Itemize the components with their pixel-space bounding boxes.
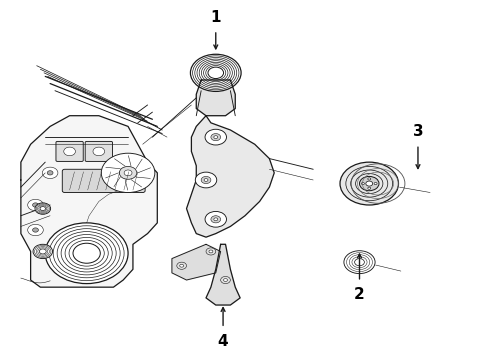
Circle shape bbox=[374, 183, 377, 185]
Circle shape bbox=[205, 211, 226, 227]
Circle shape bbox=[124, 170, 132, 176]
Circle shape bbox=[340, 162, 398, 205]
Text: 4: 4 bbox=[218, 334, 228, 348]
Circle shape bbox=[209, 250, 213, 253]
Circle shape bbox=[214, 218, 218, 221]
Circle shape bbox=[40, 207, 46, 211]
Circle shape bbox=[201, 176, 211, 184]
FancyBboxPatch shape bbox=[56, 141, 83, 161]
Circle shape bbox=[362, 183, 365, 185]
Circle shape bbox=[119, 166, 137, 179]
Circle shape bbox=[177, 262, 187, 269]
Circle shape bbox=[204, 179, 208, 181]
Circle shape bbox=[344, 251, 375, 274]
Circle shape bbox=[180, 264, 184, 267]
Circle shape bbox=[211, 216, 220, 223]
Circle shape bbox=[47, 171, 53, 175]
Polygon shape bbox=[196, 80, 235, 116]
Circle shape bbox=[45, 223, 128, 284]
Circle shape bbox=[220, 276, 230, 284]
Circle shape bbox=[28, 199, 43, 211]
Circle shape bbox=[355, 258, 365, 266]
Circle shape bbox=[223, 279, 227, 282]
Circle shape bbox=[206, 248, 216, 255]
Polygon shape bbox=[21, 116, 157, 287]
Circle shape bbox=[73, 243, 100, 263]
Circle shape bbox=[208, 67, 223, 78]
Circle shape bbox=[360, 176, 379, 191]
Circle shape bbox=[42, 167, 58, 179]
Polygon shape bbox=[206, 244, 240, 305]
FancyBboxPatch shape bbox=[62, 169, 145, 193]
Circle shape bbox=[211, 134, 220, 141]
Circle shape bbox=[35, 203, 50, 214]
Circle shape bbox=[101, 153, 155, 193]
Circle shape bbox=[196, 172, 217, 188]
Circle shape bbox=[33, 244, 52, 258]
Circle shape bbox=[28, 224, 43, 236]
Circle shape bbox=[366, 181, 373, 186]
FancyBboxPatch shape bbox=[85, 141, 113, 161]
Circle shape bbox=[93, 147, 105, 156]
Circle shape bbox=[32, 203, 38, 207]
Text: 1: 1 bbox=[211, 10, 221, 24]
Circle shape bbox=[64, 147, 75, 156]
Polygon shape bbox=[187, 116, 274, 237]
Circle shape bbox=[32, 228, 38, 232]
Circle shape bbox=[368, 187, 371, 189]
Circle shape bbox=[205, 129, 226, 145]
Circle shape bbox=[39, 249, 46, 254]
Polygon shape bbox=[172, 244, 220, 280]
Text: 3: 3 bbox=[413, 124, 423, 139]
Circle shape bbox=[214, 136, 218, 139]
Text: 2: 2 bbox=[354, 287, 365, 302]
Circle shape bbox=[368, 178, 371, 180]
Circle shape bbox=[191, 54, 241, 91]
